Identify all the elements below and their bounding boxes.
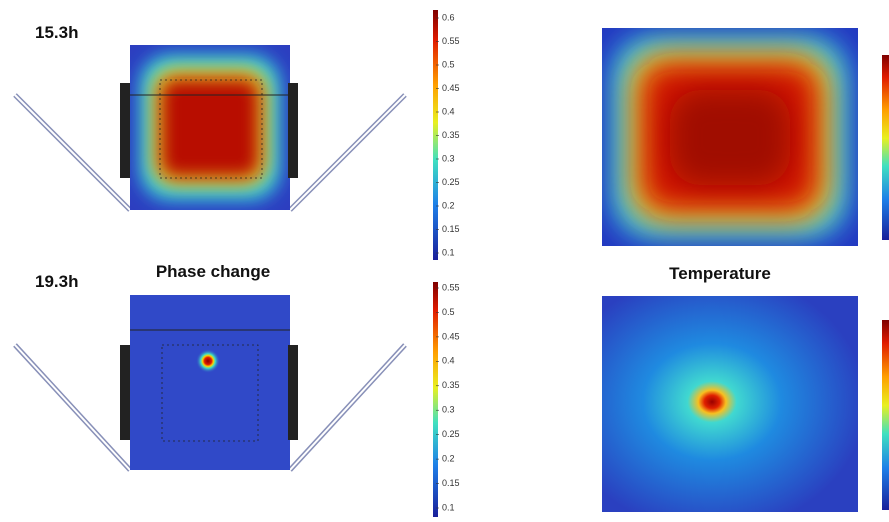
colorbar-tick-label: 0.3 [442, 405, 455, 415]
colorbar-tick-label: 0.35 [442, 380, 460, 390]
colorbar-tick-label: 0.55 [442, 282, 460, 292]
colorbar-tick-label: 0.55 [442, 36, 460, 46]
colorbar-tick-label: 0.5 [442, 307, 455, 317]
colorbar-tick-label: 0.2 [442, 200, 455, 210]
colorbar-tick-label: 0.1 [442, 502, 455, 512]
colorbar-tick-label: 0.25 [442, 177, 460, 187]
colorbar-tick-label: 0.4 [442, 356, 455, 366]
colorbar-tick-label: 0.4 [442, 106, 455, 116]
colorbar-tick-label: 0.2 [442, 453, 455, 463]
colorbar-tick-label: 0.25 [442, 429, 460, 439]
colorbar-tick-label: 0.1 [442, 247, 455, 257]
colorbar-tick-label: 0.5 [442, 59, 455, 69]
figure: 15.3h 19.3h Phase change Temperature 0.6… [0, 0, 889, 522]
colorbar [433, 282, 438, 517]
colorbar-tick-label: 0.6 [442, 12, 455, 22]
colorbar [882, 320, 889, 510]
colorbar-tick-label: 0.3 [442, 153, 455, 163]
colorbar-tick-label: 0.45 [442, 83, 460, 93]
colorbar [433, 10, 438, 260]
colorbar-tick-label: 0.35 [442, 130, 460, 140]
colorbar [882, 55, 889, 240]
bottom-left-panel [15, 295, 405, 470]
time-label: 19.3h [35, 272, 78, 291]
panel-title: Phase change [156, 262, 270, 281]
bottom-right-panel [602, 296, 858, 512]
panel-title: Temperature [669, 264, 771, 283]
top-right-panel [602, 28, 858, 246]
colorbar-tick-label: 0.45 [442, 331, 460, 341]
colorbar-tick-label: 0.15 [442, 478, 460, 488]
top-left-panel [15, 45, 405, 210]
colorbar-tick-label: 0.15 [442, 224, 460, 234]
time-label: 15.3h [35, 23, 78, 42]
